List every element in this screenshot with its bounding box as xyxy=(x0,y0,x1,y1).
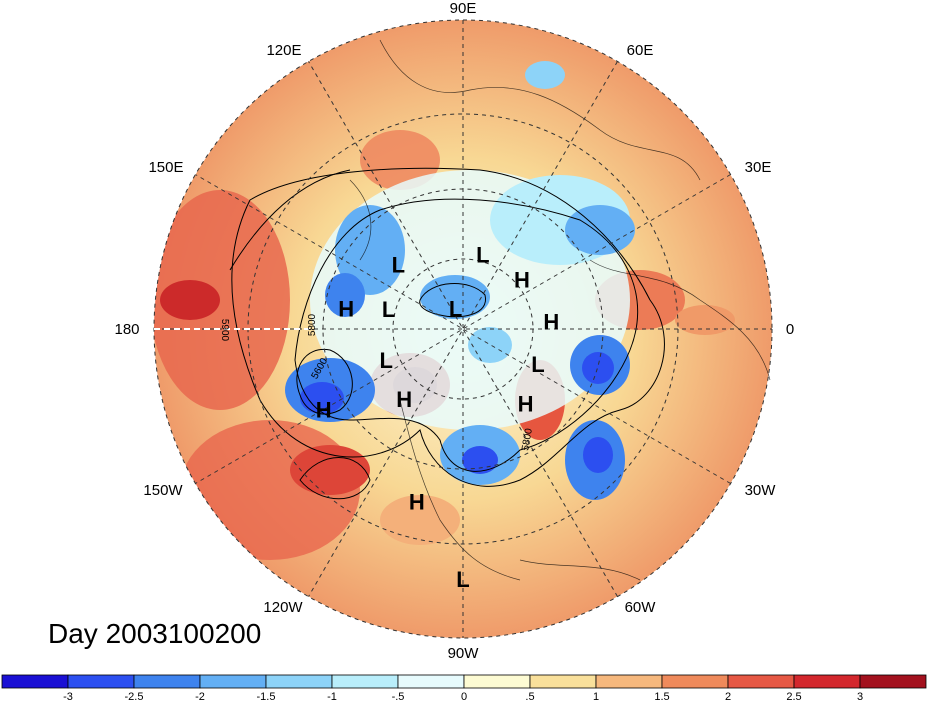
colorbar: -3 -2.5 -2 -1.5 -1 -.5 0 .5 1 1.5 2 2.5 3 xyxy=(1,674,927,702)
high-pressure-label: H xyxy=(514,268,530,293)
geopotential-contours xyxy=(229,167,665,500)
high-pressure-label: H xyxy=(543,309,559,334)
colorbar-swatch xyxy=(133,674,201,689)
colorbar-swatch xyxy=(595,674,663,689)
colorbar-tick-label: -3 xyxy=(63,691,73,702)
colorbar-tick-label: 1.5 xyxy=(654,691,669,702)
lon-label: 60W xyxy=(625,599,657,616)
colorbar-tick-label: -1.5 xyxy=(257,691,276,702)
colorbar-tick-label: 2 xyxy=(725,691,731,702)
colorbar-swatch xyxy=(199,674,267,689)
day-label: Day 2003100200 xyxy=(48,618,262,649)
lon-label: 0 xyxy=(786,321,794,338)
colorbar-swatch xyxy=(727,674,795,689)
colorbar-tick-label: 1 xyxy=(593,691,599,702)
polar-stereographic-map: 90E 60E 30E 0 30W 60W 90W 120W 150W 180 … xyxy=(114,0,794,662)
colorbar-swatch xyxy=(529,674,597,689)
lon-label: 150W xyxy=(143,482,183,499)
colorbar-swatch xyxy=(67,674,135,689)
contour-label: 5800 xyxy=(307,313,318,336)
anomaly-field xyxy=(154,20,772,638)
lon-label: 120E xyxy=(266,42,301,59)
high-pressure-label: H xyxy=(338,296,354,321)
lon-label: 180 xyxy=(114,321,139,338)
lon-label: 90W xyxy=(448,645,480,662)
colorbar-tick-label: 3 xyxy=(857,691,863,702)
low-pressure-label: L xyxy=(531,352,544,377)
lon-label: 60E xyxy=(627,42,654,59)
low-pressure-label: L xyxy=(449,297,462,322)
low-pressure-label: L xyxy=(456,567,469,592)
colorbar-swatch xyxy=(463,674,531,689)
lon-label: 90E xyxy=(450,0,477,17)
colorbar-tick-label: 2.5 xyxy=(786,691,801,702)
high-pressure-label: H xyxy=(396,387,412,412)
colorbar-tick-label: -.5 xyxy=(392,691,405,702)
colorbar-swatch xyxy=(661,674,729,689)
colorbar-swatch xyxy=(1,674,69,689)
low-pressure-label: L xyxy=(392,252,405,277)
lon-label: 30W xyxy=(745,482,777,499)
lon-label: 30E xyxy=(745,159,772,176)
colorbar-tick-label: .5 xyxy=(525,691,534,702)
colorbar-tick-label: -2.5 xyxy=(125,691,144,702)
high-pressure-label: H xyxy=(316,397,332,422)
lon-label: 150E xyxy=(148,159,183,176)
colorbar-tick-label: -2 xyxy=(195,691,205,702)
contour-label: 5900 xyxy=(219,319,230,342)
low-pressure-label: L xyxy=(382,297,395,322)
high-pressure-label: H xyxy=(518,392,534,417)
colorbar-swatch xyxy=(859,674,927,689)
contour-label: 5800 xyxy=(520,427,535,451)
longitude-labels: 90E 60E 30E 0 30W 60W 90W 120W 150W 180 … xyxy=(114,0,794,662)
colorbar-swatch xyxy=(265,674,333,689)
colorbar-tick-label: 0 xyxy=(461,691,467,702)
high-pressure-label: H xyxy=(409,489,425,514)
low-pressure-label: L xyxy=(379,348,392,373)
low-pressure-label: L xyxy=(476,243,489,268)
colorbar-tick-label: -1 xyxy=(327,691,337,702)
coastlines xyxy=(349,39,771,581)
colorbar-swatch xyxy=(793,674,861,689)
colorbar-swatch xyxy=(331,674,399,689)
colorbar-swatch xyxy=(397,674,465,689)
lon-label: 120W xyxy=(263,599,303,616)
